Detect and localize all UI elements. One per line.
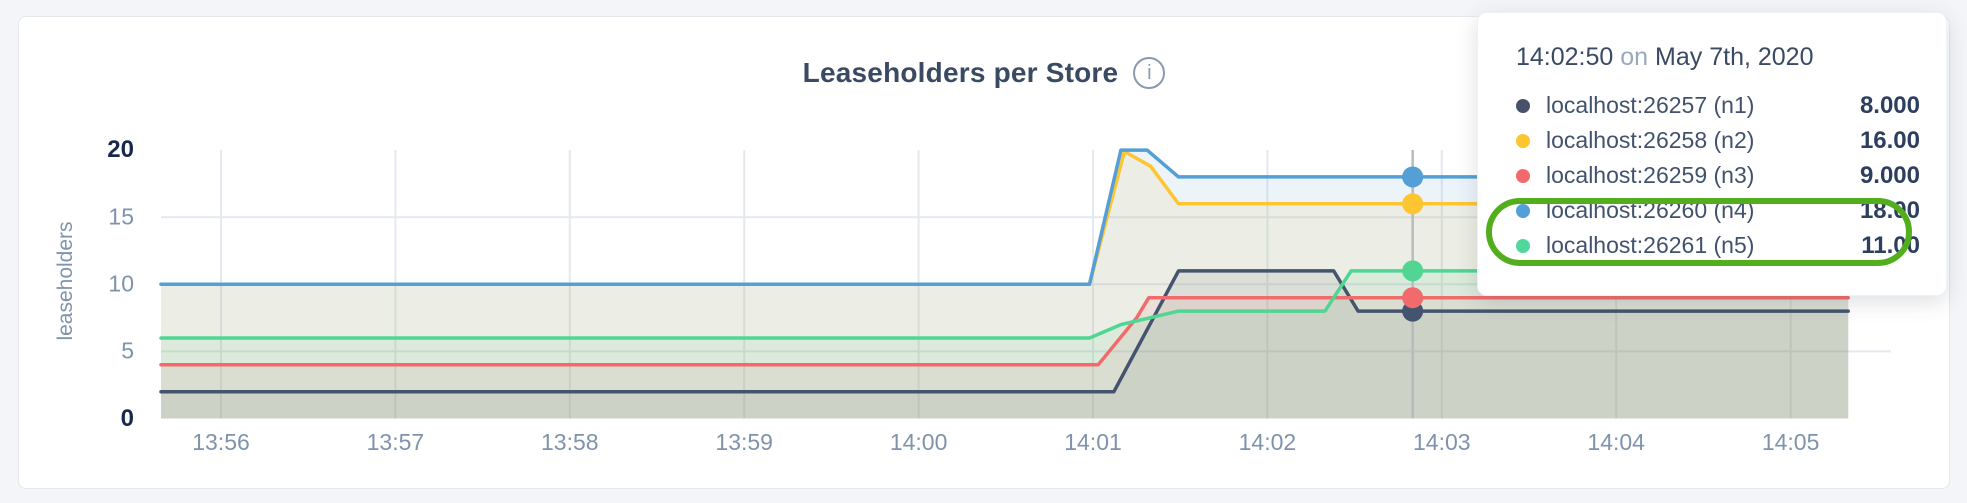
series-color-dot [1516, 238, 1530, 253]
tooltip-row: localhost:26259 (n3) 9.000 [1516, 158, 1920, 193]
tooltip-row: localhost:26260 (n4) 18.00 [1516, 193, 1920, 228]
chart-header: Leaseholders per Store i [19, 53, 1949, 93]
x-tick-label: 13:59 [715, 429, 773, 455]
tooltip-date: May 7th, 2020 [1655, 43, 1814, 71]
chart-title: Leaseholders per Store [802, 57, 1119, 88]
line-chart-plot[interactable] [19, 17, 1951, 490]
series-label: localhost:26258 (n2) [1546, 127, 1755, 153]
y-tick-label: 15 [108, 203, 134, 230]
series-value: 9.000 [1859, 161, 1920, 189]
info-icon[interactable]: i [1133, 57, 1166, 89]
series-color-dot [1516, 133, 1530, 148]
series-value: 16.00 [1859, 126, 1920, 154]
series-value: 8.000 [1859, 91, 1920, 119]
hover-tooltip: 14:02:50 on May 7th, 2020 localhost:2625… [1477, 12, 1947, 296]
series-value: 11.00 [1861, 231, 1920, 259]
x-tick-label: 14:04 [1587, 429, 1645, 455]
tooltip-row: localhost:26257 (n1) 8.000 [1516, 88, 1920, 123]
tooltip-on-word: on [1620, 43, 1649, 71]
series-label: localhost:26259 (n3) [1546, 162, 1755, 188]
hover-dot [1402, 260, 1424, 282]
hover-dot [1402, 193, 1424, 215]
x-tick-label: 14:03 [1413, 429, 1471, 455]
tooltip-row: localhost:26258 (n2) 16.00 [1516, 123, 1920, 158]
x-tick-label: 14:05 [1761, 429, 1820, 455]
series-color-dot [1516, 168, 1530, 183]
y-tick-label: 10 [108, 270, 134, 297]
series-color-dot [1516, 98, 1530, 113]
series-label: localhost:26257 (n1) [1546, 92, 1755, 118]
series-label: localhost:26260 (n4) [1546, 197, 1755, 223]
hover-dot [1402, 287, 1424, 309]
x-tick-label: 14:00 [889, 429, 948, 455]
y-tick-label: 0 [120, 404, 134, 432]
x-tick-label: 14:02 [1238, 429, 1297, 455]
series-color-dot [1516, 203, 1530, 218]
series-value: 18.00 [1859, 196, 1920, 224]
tooltip-time: 14:02:50 [1516, 43, 1614, 71]
x-tick-label: 13:57 [366, 429, 425, 455]
y-tick-label: 20 [107, 136, 134, 164]
x-tick-label: 14:01 [1064, 429, 1122, 455]
tooltip-timestamp: 14:02:50 on May 7th, 2020 [1516, 43, 1946, 72]
hover-dot [1402, 166, 1424, 188]
tooltip-legend-rows: localhost:26257 (n1) 8.000 localhost:26258… [1516, 88, 1946, 263]
tooltip-row: localhost:26261 (n5) 11.00 [1516, 228, 1920, 263]
x-tick-label: 13:56 [192, 429, 250, 455]
series-label: localhost:26261 (n5) [1546, 232, 1755, 258]
x-tick-label: 13:58 [541, 429, 599, 455]
y-tick-label: 5 [121, 337, 134, 364]
